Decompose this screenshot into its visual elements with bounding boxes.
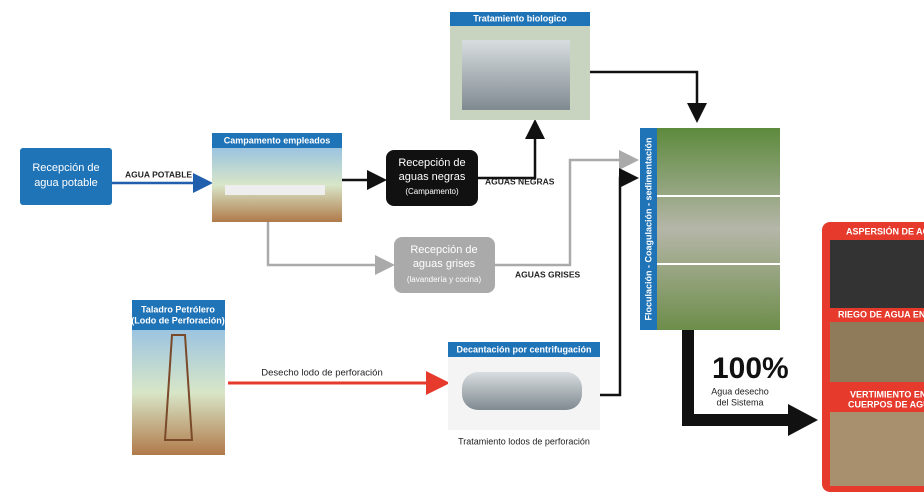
photo-detail — [225, 185, 325, 195]
node-text: Recepción de — [32, 162, 99, 174]
edge-label: AGUAS GRISES — [515, 269, 581, 279]
photo — [657, 128, 780, 330]
header-text: (Lodo de Perforación) — [131, 315, 225, 325]
percent: 100% — [712, 352, 789, 385]
photo — [132, 330, 225, 455]
node-note: (Campamento) — [405, 187, 459, 196]
node-text: aguas negras — [399, 171, 466, 183]
node-text: Recepción de — [410, 244, 477, 256]
node-text: agua potable — [34, 177, 98, 189]
destino-text: VERTIMIENTO EN — [850, 389, 924, 399]
photo — [830, 412, 924, 486]
node-text: Recepción de — [398, 157, 465, 169]
salida-text: del Sistema — [716, 397, 763, 407]
photo-detail — [462, 372, 582, 410]
edge-label: AGUA POTABLE — [125, 169, 192, 179]
header-text: Campamento empleados — [224, 135, 331, 145]
node-note: (lavandería y cocina) — [407, 275, 482, 284]
header-text: Floculación - Coagulación - sedimentació… — [643, 137, 653, 320]
edge-label: Desecho lodo de perforación — [261, 368, 382, 379]
destino-text: RIEGO DE AGUA EN VÍAS — [838, 309, 924, 319]
header-text: Taladro Petrólero — [141, 304, 215, 314]
salida-text: Agua desecho — [711, 386, 769, 396]
photo — [830, 240, 924, 308]
header-text: Decantación por centrifugación — [456, 344, 591, 354]
photo-detail — [462, 40, 570, 110]
node-text: aguas grises — [413, 258, 476, 270]
photo — [830, 322, 924, 382]
destino-text: ASPERSIÓN DE AGUA — [846, 225, 924, 236]
diagram: Recepción de agua potable AGUA POTABLE C… — [0, 0, 924, 496]
header-text: Tratamiento biologico — [473, 13, 567, 23]
caption: Tratamiento lodos de perforación — [458, 436, 590, 446]
destino-text: CUERPOS DE AGUA — [848, 399, 924, 409]
edge-label: AGUAS NEGRAS — [485, 176, 555, 186]
